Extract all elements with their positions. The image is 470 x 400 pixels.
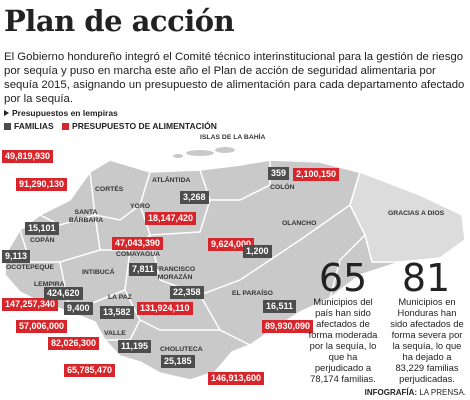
families-label: 359 <box>268 167 290 180</box>
budget-label: 9,624,000 <box>208 238 255 251</box>
credit-label: INFOGRAFÍA: <box>364 388 418 397</box>
families-label: 424,620 <box>44 287 83 300</box>
budget-label: 57,006,000 <box>16 320 68 333</box>
families-label: 22,358 <box>170 286 204 299</box>
families-label: 11,195 <box>118 340 152 353</box>
budget-label: 147,257,340 <box>2 298 59 311</box>
families-label: 9,113 <box>2 250 31 263</box>
department-label: EL PARAÍSO <box>232 290 273 297</box>
stat-number: 81 <box>401 256 451 300</box>
department-label: ATLÁNTIDA <box>152 177 191 184</box>
islands <box>173 147 235 158</box>
legend-swatch <box>4 123 11 130</box>
budget-label: 146,913,600 <box>208 372 265 385</box>
department-label: CORTÉS <box>95 186 124 193</box>
department-label: OLANCHO <box>282 220 317 227</box>
families-label: 15,101 <box>25 222 59 235</box>
department-label: FRANCISCO MORAZÁN <box>154 266 196 281</box>
legend-note: Presupuestos en lempiras <box>4 108 118 118</box>
department-label: COLÓN <box>270 184 295 191</box>
department-label: LEMPIRA <box>34 281 65 288</box>
department-label: SANTA BÁRBARA <box>68 209 104 224</box>
department-label: INTIBUCÁ <box>82 269 115 276</box>
budget-label: 131,924,110 <box>137 302 193 315</box>
budget-label: 91,290,130 <box>16 178 68 191</box>
department-label: CHOLUTECA <box>160 346 203 353</box>
budget-label: 82,026,300 <box>48 337 100 350</box>
department-label: COPÁN <box>30 237 55 244</box>
department-label: LA PAZ <box>108 294 132 301</box>
honduras-map <box>4 159 466 381</box>
department-label: YORO <box>130 203 151 210</box>
note-text: Presupuestos en lempiras <box>12 108 118 118</box>
department-label: COMAYAGUA <box>116 251 161 258</box>
title: Plan de acción <box>4 4 235 38</box>
department-label: GRACIAS A DIOS <box>388 210 445 217</box>
department-label: VALLE <box>104 330 126 337</box>
stat-text: Municipios del país han sido afectados d… <box>308 296 378 384</box>
intro: El Gobierno hondureño integró el Comité … <box>4 51 465 105</box>
department-label: OCOTEPEQUE <box>6 264 54 271</box>
budget-label: 89,930,090 <box>262 320 314 333</box>
credit: INFOGRAFÍA: LA PRENSA. <box>365 388 466 397</box>
budget-label: 49,819,930 <box>2 150 54 163</box>
gracias-a-dios <box>349 171 466 263</box>
families-label: 16,511 <box>263 300 297 313</box>
legend-swatch <box>62 123 70 130</box>
families-label: 9,400 <box>64 302 93 315</box>
bullet <box>4 110 9 116</box>
families-label: 7,811 <box>129 263 158 276</box>
department-label: ISLAS DE LA BAHÍA <box>200 134 266 141</box>
budget-label: 65,785,470 <box>64 364 116 377</box>
families-label: 1,200 <box>243 245 272 258</box>
stat-number: 65 <box>318 256 368 300</box>
families-label: 3,268 <box>180 191 209 204</box>
families-label: 25,185 <box>161 355 195 368</box>
budget-label: 2,100,150 <box>293 168 340 181</box>
budget-label: 47,043,390 <box>112 237 164 250</box>
credit-source: LA PRENSA. <box>419 388 466 397</box>
budget-label: 18,147,420 <box>145 212 197 225</box>
legend-label: FAMILIAS <box>14 121 54 131</box>
legend-label: PRESUPUESTO DE ALIMENTACIÓN <box>72 121 217 131</box>
families-label: 13,582 <box>100 306 134 319</box>
legend: FAMILIAS PRESUPUESTO DE ALIMENTACIÓN <box>4 121 217 131</box>
stat-text: Municipios en Honduras han sido afectado… <box>390 296 464 384</box>
